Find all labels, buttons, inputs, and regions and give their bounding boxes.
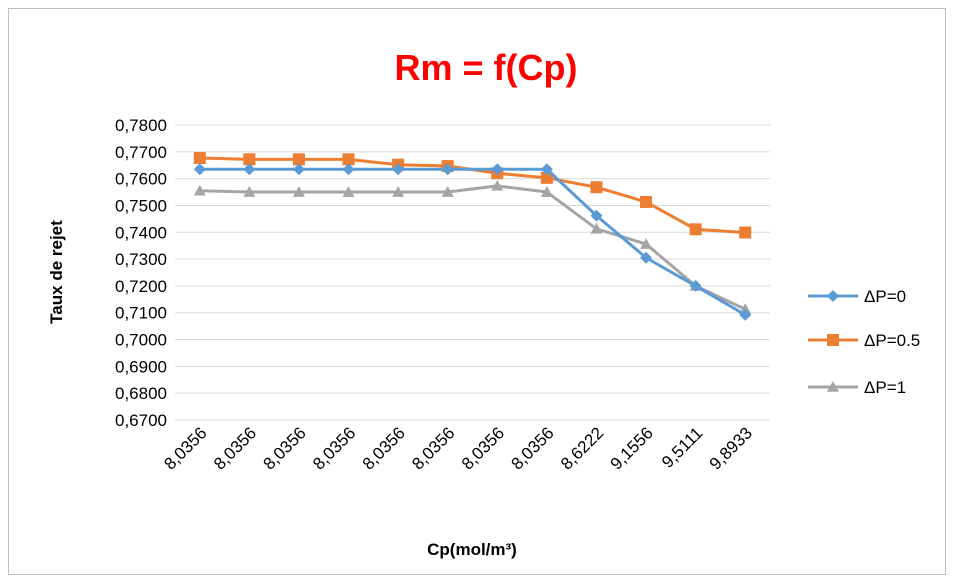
y-tick-label: 0,7800 [115,116,167,135]
data-point [392,163,405,176]
legend-entry: ΔP=1 [808,378,906,397]
x-tick-label: 8,0356 [260,423,310,473]
data-point [640,251,653,264]
y-tick-label: 0,7100 [115,304,167,323]
legend-entry: ΔP=0.5 [808,331,920,350]
data-point [640,195,653,208]
data-point [441,163,454,176]
x-tick-label: 8,0356 [210,423,260,473]
y-tick-label: 0,6700 [115,411,167,430]
data-point [689,279,702,292]
series-ΔP=0.5 [193,151,752,239]
chart-frame [8,8,946,575]
data-point [342,186,355,197]
x-tick-label: 8,0356 [458,423,508,473]
x-tick-label: 9,8933 [706,423,756,473]
data-point [292,186,305,197]
x-tick-label: 8,0356 [408,423,458,473]
data-point [739,308,752,321]
data-point [441,186,454,197]
y-tick-label: 0,7700 [115,143,167,162]
data-point [491,163,504,176]
legend-label: ΔP=0 [864,287,906,306]
y-tick-label: 0,7200 [115,277,167,296]
y-tick-label: 0,7000 [115,331,167,350]
y-tick-labels: 0,6700 0,6800 0,6900 0,7000 0,7100 0,7200 0,73… [115,116,167,430]
chart-title: Rm = f(Cp) [395,47,578,88]
data-point [292,153,305,166]
x-tick-label: 8,0356 [309,423,359,473]
data-point [342,163,355,176]
y-tick-label: 0,7400 [115,223,167,242]
x-tick-label: 8,6222 [557,423,607,473]
y-axis-title: Taux de rejet [47,220,66,324]
gridlines [175,124,770,421]
data-point [540,171,553,184]
x-tick-label: 9,1556 [607,423,657,473]
data-point [739,226,752,239]
data-point [540,186,553,197]
data-point [590,222,603,234]
series-line [199,184,746,311]
legend-swatch-marker [827,381,839,392]
data-point [292,163,305,176]
legend: ΔP=0 ΔP=0.5 ΔP=1 [808,287,920,397]
data-point [590,181,603,194]
data-point [739,303,752,315]
data-point [540,163,553,176]
x-tick-label: 8,0356 [507,423,557,473]
x-tick-labels: 8,0356 8,0356 8,0356 8,0356 8,0356 8,0356 8,03… [160,423,756,473]
legend-swatch-marker [827,290,839,302]
data-point [193,151,206,164]
data-point [640,238,653,249]
data-point [392,186,405,197]
legend-label: ΔP=1 [864,378,906,397]
y-tick-label: 0,6800 [115,384,167,403]
data-point [342,153,355,166]
data-point [243,163,256,176]
y-tick-label: 0,7500 [115,196,167,215]
legend-entry: ΔP=0 [808,287,906,306]
x-tick-label: 9,5111 [658,423,706,471]
y-tick-label: 0,7600 [115,170,167,189]
data-point [590,209,603,222]
legend-label: ΔP=0.5 [864,331,920,350]
series-ΔP=1 [193,179,752,315]
data-point [491,179,504,191]
data-point [243,186,256,197]
data-point [689,223,702,236]
series-ΔP=0 [193,163,752,321]
series-line [199,167,746,317]
x-tick-label: 8,0356 [359,423,409,473]
data-point [193,184,206,196]
x-tick-label: 8,0356 [160,423,210,473]
data-point [243,153,256,166]
x-axis-title: Cp(mol/m³) [427,540,517,559]
legend-swatch-marker [827,334,839,346]
series-group [193,151,752,321]
data-point [193,163,206,176]
y-tick-label: 0,7300 [115,250,167,269]
y-tick-label: 0,6900 [115,357,167,376]
